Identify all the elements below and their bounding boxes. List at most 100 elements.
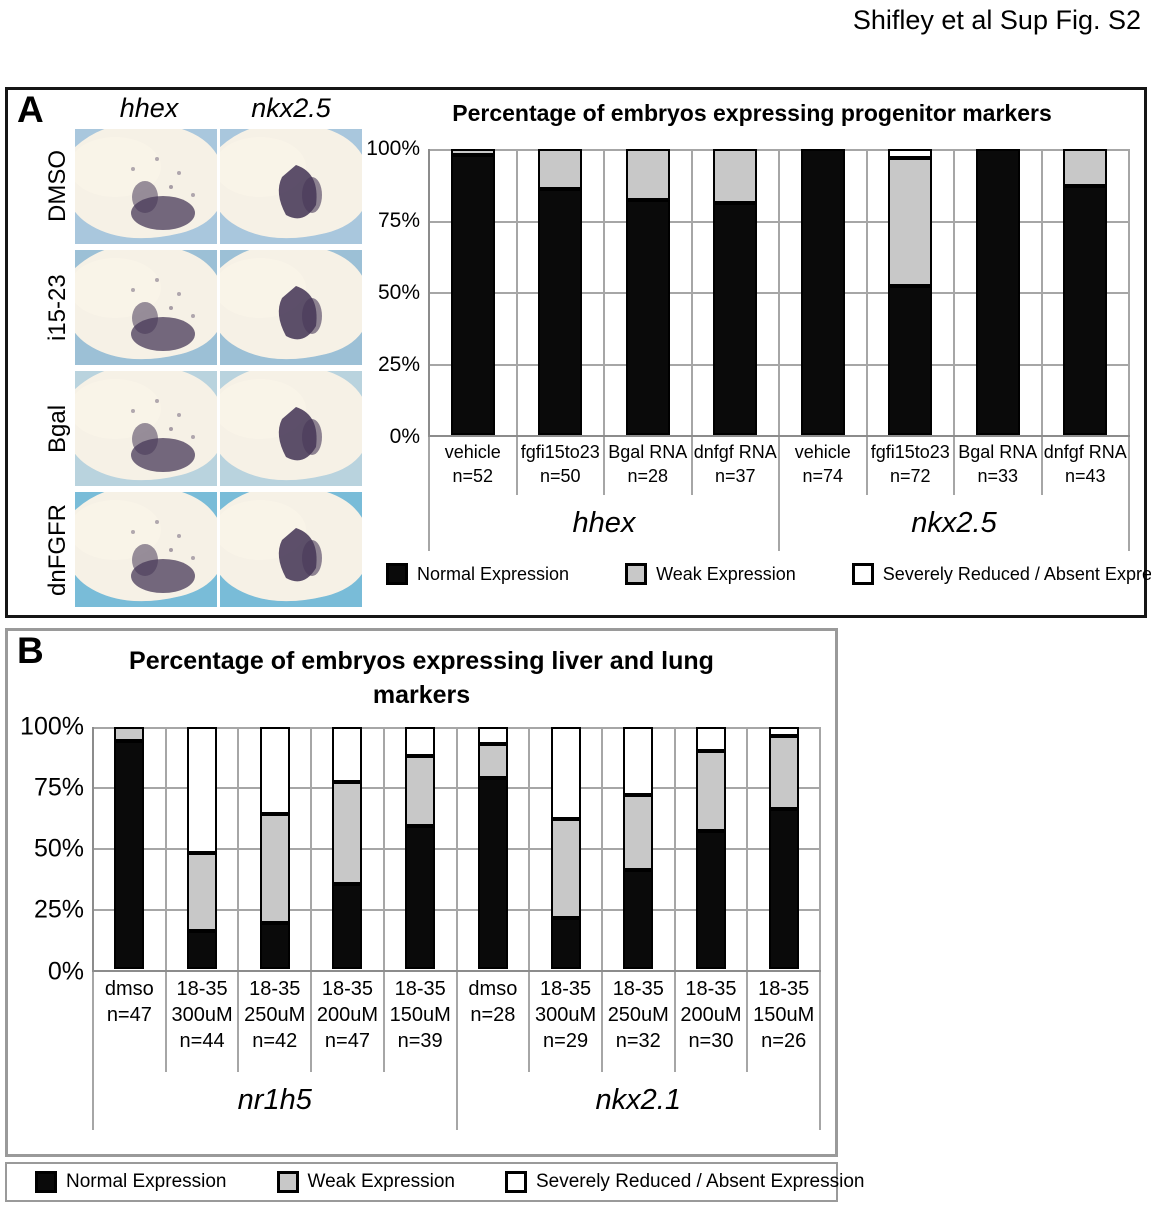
embryo-row-label-dnFGFR: dnFGFR xyxy=(44,503,71,596)
y-tick-label: 75% xyxy=(377,209,420,232)
panel-b-letter: B xyxy=(17,630,44,671)
category-label-line: 18-35 xyxy=(685,977,737,1000)
bar-segment-severe xyxy=(695,726,726,751)
bar-segment-weak xyxy=(888,157,933,287)
bar-segment-weak xyxy=(1063,149,1108,187)
bar-segment-normal xyxy=(405,826,436,970)
stacked-bar xyxy=(625,149,670,435)
category-label: fgfi15to23 n=50 xyxy=(518,437,605,495)
category-label: 18-35 250uM n=32 xyxy=(603,971,676,1072)
gridline xyxy=(430,292,1130,294)
bar-segment-severe xyxy=(888,149,933,158)
category-label-line: n=39 xyxy=(397,1030,443,1053)
group-label-hhex: hhex xyxy=(430,495,778,551)
group-label-text: nr1h5 xyxy=(237,1084,312,1116)
stacked-bar xyxy=(550,726,581,970)
legend-swatch-severe xyxy=(851,563,874,585)
category-label-line: 18-35 xyxy=(539,977,592,1000)
bar-slot xyxy=(430,149,518,435)
chart-liver-lung-markers: Percentage of embryos expressing liver a… xyxy=(8,645,835,1130)
embryo-row-i15-23: i15-23 xyxy=(44,250,362,365)
chart-b-y-axis: 100% 75% 50% 25% 0% xyxy=(8,712,92,985)
y-tick-label: 25% xyxy=(33,895,84,924)
category-label-line: 18-35 xyxy=(758,977,810,1000)
legend-item-normal: Normal Expression xyxy=(35,1171,227,1193)
category-label: fgfi15to23 n=72 xyxy=(868,437,955,495)
category-label-line: 250uM xyxy=(244,1003,306,1026)
stacked-bar xyxy=(768,726,799,970)
legend-item-severe: Severely Reduced / Absent Expression xyxy=(505,1171,864,1193)
bar-segment-weak xyxy=(114,726,145,742)
bar-slot xyxy=(780,149,868,435)
bar-segment-normal xyxy=(800,149,845,435)
bar-segment-severe xyxy=(332,726,363,783)
bar-slot xyxy=(676,726,749,970)
stacked-bar xyxy=(405,726,436,970)
category-label-line: n=47 xyxy=(106,1003,152,1026)
y-tick-label: 75% xyxy=(33,773,84,802)
legend-item-normal: Normal Expression xyxy=(386,563,569,585)
category-label: 18-35 200uM n=47 xyxy=(312,971,385,1072)
category-label: 18-35 150uM n=39 xyxy=(385,971,458,1072)
chart-a-legend: Normal Expression Weak Expression Severely… xyxy=(366,563,1151,585)
bar-slot xyxy=(868,149,955,435)
bar-segment-normal xyxy=(259,923,290,970)
category-label-line: 300uM xyxy=(534,1003,597,1026)
bar-segment-severe xyxy=(477,726,508,744)
bar-slot xyxy=(239,726,313,970)
bar-slot xyxy=(518,149,605,435)
bar-segment-normal xyxy=(975,149,1020,435)
group-label-text: nkx2.1 xyxy=(595,1084,681,1116)
group-label-nkx2.5: nkx2.5 xyxy=(778,495,1128,551)
bar-segment-normal xyxy=(114,741,145,970)
category-label-line: fgfi15to23 xyxy=(870,442,950,462)
embryo-image-Bgal-nkx2.5 xyxy=(220,371,362,486)
y-tick-label: 0% xyxy=(389,425,420,448)
bar-segment-weak xyxy=(405,755,436,827)
category-label-line: n=33 xyxy=(977,465,1019,486)
category-label-line: 200uM xyxy=(316,1003,379,1026)
figure-caption: Shifley et al Sup Fig. S2 xyxy=(852,5,1141,35)
bar-slot xyxy=(693,149,780,435)
bar-segment-normal xyxy=(1063,186,1108,435)
embryo-row-dnFGFR: dnFGFR xyxy=(44,492,362,607)
category-label-line: n=30 xyxy=(688,1030,734,1053)
bar-segment-severe xyxy=(768,726,799,737)
embryo-image-dnFGFR-nkx2.5 xyxy=(220,492,362,607)
category-label: 18-35 200uM n=30 xyxy=(676,971,749,1072)
stacked-bar xyxy=(1063,149,1108,435)
category-label: Bgal RNA n=33 xyxy=(955,437,1043,495)
category-label-line: n=72 xyxy=(889,465,931,486)
panel-a-letter: A xyxy=(17,89,44,130)
chart-b-plot-area xyxy=(92,726,822,972)
category-label: vehicle n=74 xyxy=(780,437,868,495)
category-label-line: n=42 xyxy=(252,1030,298,1053)
legend-swatch-weak xyxy=(276,1171,299,1193)
bar-segment-severe xyxy=(259,726,290,814)
stacked-bar xyxy=(332,726,363,970)
category-label-line: 150uM xyxy=(753,1003,815,1026)
legend-label: Normal Expression xyxy=(417,563,570,584)
category-label-line: n=28 xyxy=(627,465,669,486)
group-label-nr1h5: nr1h5 xyxy=(94,1072,456,1130)
category-label-line: n=26 xyxy=(761,1030,807,1053)
bar-segment-weak xyxy=(623,794,654,870)
category-label-line: dmso xyxy=(468,977,518,1000)
bar-slot xyxy=(312,726,385,970)
bar-segment-weak xyxy=(768,736,799,810)
bar-segment-severe xyxy=(623,726,654,795)
bar-slot xyxy=(748,726,822,970)
category-label-line: Bgal RNA xyxy=(608,442,688,462)
category-label-line: n=74 xyxy=(802,465,844,486)
stacked-bar xyxy=(975,149,1020,435)
category-label-line: fgfi15to23 xyxy=(520,442,600,462)
bar-segment-weak xyxy=(477,743,508,778)
category-label-line: 18-35 xyxy=(176,977,228,1000)
chart-b-category-axis: dmso n=47 18-35 300uM n=44 18-35 250uM n=42 18-3… xyxy=(92,971,822,1072)
bar-slot xyxy=(458,726,531,970)
category-label-line: 18-35 xyxy=(321,977,374,1000)
chart-b-title: Percentage of embryos expressing liver a… xyxy=(129,647,714,709)
group-label-text: hhex xyxy=(572,506,636,539)
bar-segment-normal xyxy=(477,777,508,970)
stacked-bar xyxy=(450,149,495,435)
